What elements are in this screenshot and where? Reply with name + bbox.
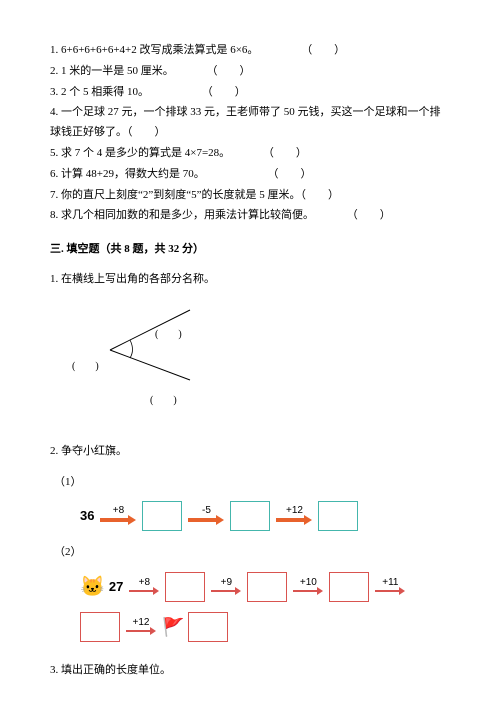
flow2-start: 27 [109,575,123,598]
tf-q1-paren[interactable]: （ ） [301,44,345,56]
flow2-arrow2: +9 [211,578,241,596]
sub1-label: （1） [54,473,450,493]
flow2-box1[interactable] [165,572,205,602]
flag-icon: 🚩 [162,611,184,643]
section-3-header: 三. 填空题（共 8 题，共 32 分） [50,240,450,260]
flow1-box1[interactable] [142,501,182,531]
flow1-arrow2: -5 [188,506,224,526]
tf-q2-text: 2. 1 米的一半是 50 厘米。 [50,65,174,77]
q1-text: 1. 在横线上写出角的各部分名称。 [50,270,450,290]
tf-q6-text: 6. 计算 48+29，得数大约是 70。 [50,168,205,180]
flow2-box2[interactable] [247,572,287,602]
tf-q2: 2. 1 米的一半是 50 厘米。 （ ） [50,62,450,82]
tf-q8: 8. 求几个相同加数的和是多少，用乘法计算比较简便。 （ ） [50,206,450,226]
flow1-box3[interactable] [318,501,358,531]
angle-vertex-label[interactable]: ( ) [72,358,442,376]
tf-q8-text: 8. 求几个相同加数的和是多少，用乘法计算比较简便。 [50,209,314,221]
flow2-row2: +12 🚩 [80,611,450,643]
tf-q2-paren[interactable]: （ ） [207,65,251,77]
flow1-arrow1: +8 [100,506,136,526]
tf-q7-text: 7. 你的直尺上刻度“2”到刻度“5”的长度就是 5 厘米。（ ） [50,189,339,201]
flow1-row: 36 +8 -5 +12 [80,501,450,531]
tf-q5-paren[interactable]: （ ） [263,147,307,159]
flow2-arrow3: +10 [293,578,323,596]
angle-ray1-label[interactable]: ( ) [155,326,500,344]
tf-q7: 7. 你的直尺上刻度“2”到刻度“5”的长度就是 5 厘米。（ ） [50,186,450,206]
angle-svg [80,300,220,390]
tf-q1: 1. 6+6+6+6+6+4+2 改写成乘法算式是 6×6。 （ ） [50,41,450,61]
tf-q3-paren[interactable]: （ ） [202,86,246,98]
tf-q1-text: 1. 6+6+6+6+6+4+2 改写成乘法算式是 6×6。 [50,44,258,56]
cat-icon: 🐱 [80,569,105,605]
tf-q4-text: 4. 一个足球 27 元，一个排球 33 元，王老师带了 50 元钱，买这一个足… [50,106,441,138]
flow2-box3[interactable] [329,572,369,602]
flow1-arrow3: +12 [276,506,312,526]
sub2-label: （2） [54,543,450,563]
flow2-row1: 🐱 27 +8 +9 +10 +11 [80,569,450,605]
tf-q6: 6. 计算 48+29，得数大约是 70。 （ ） [50,165,450,185]
flow2-arrow1: +8 [129,578,159,596]
angle-ray2-label[interactable]: ( ) [150,392,500,410]
tf-q5-text: 5. 求 7 个 4 是多少的算式是 4×7=28。 [50,147,230,159]
flow2-box5[interactable] [188,612,228,642]
q3-text: 3. 填出正确的长度单位。 [50,661,450,681]
tf-q3: 3. 2 个 5 相乘得 10。 （ ） [50,83,450,103]
flow2-box4[interactable] [80,612,120,642]
tf-q3-text: 3. 2 个 5 相乘得 10。 [50,86,149,98]
flow1-box2[interactable] [230,501,270,531]
tf-q6-paren[interactable]: （ ） [267,168,311,180]
tf-q5: 5. 求 7 个 4 是多少的算式是 4×7=28。 （ ） [50,144,450,164]
flow2-arrow4: +11 [375,578,405,596]
q2-text: 2. 争夺小红旗。 [50,442,450,462]
tf-q4: 4. 一个足球 27 元，一个排球 33 元，王老师带了 50 元钱，买这一个足… [50,103,450,143]
tf-q8-paren[interactable]: （ ） [347,209,391,221]
flow1-start: 36 [80,504,94,527]
flow2-arrow5: +12 [126,618,156,636]
angle-diagram: ( ) ( ) ( ) [80,300,450,452]
